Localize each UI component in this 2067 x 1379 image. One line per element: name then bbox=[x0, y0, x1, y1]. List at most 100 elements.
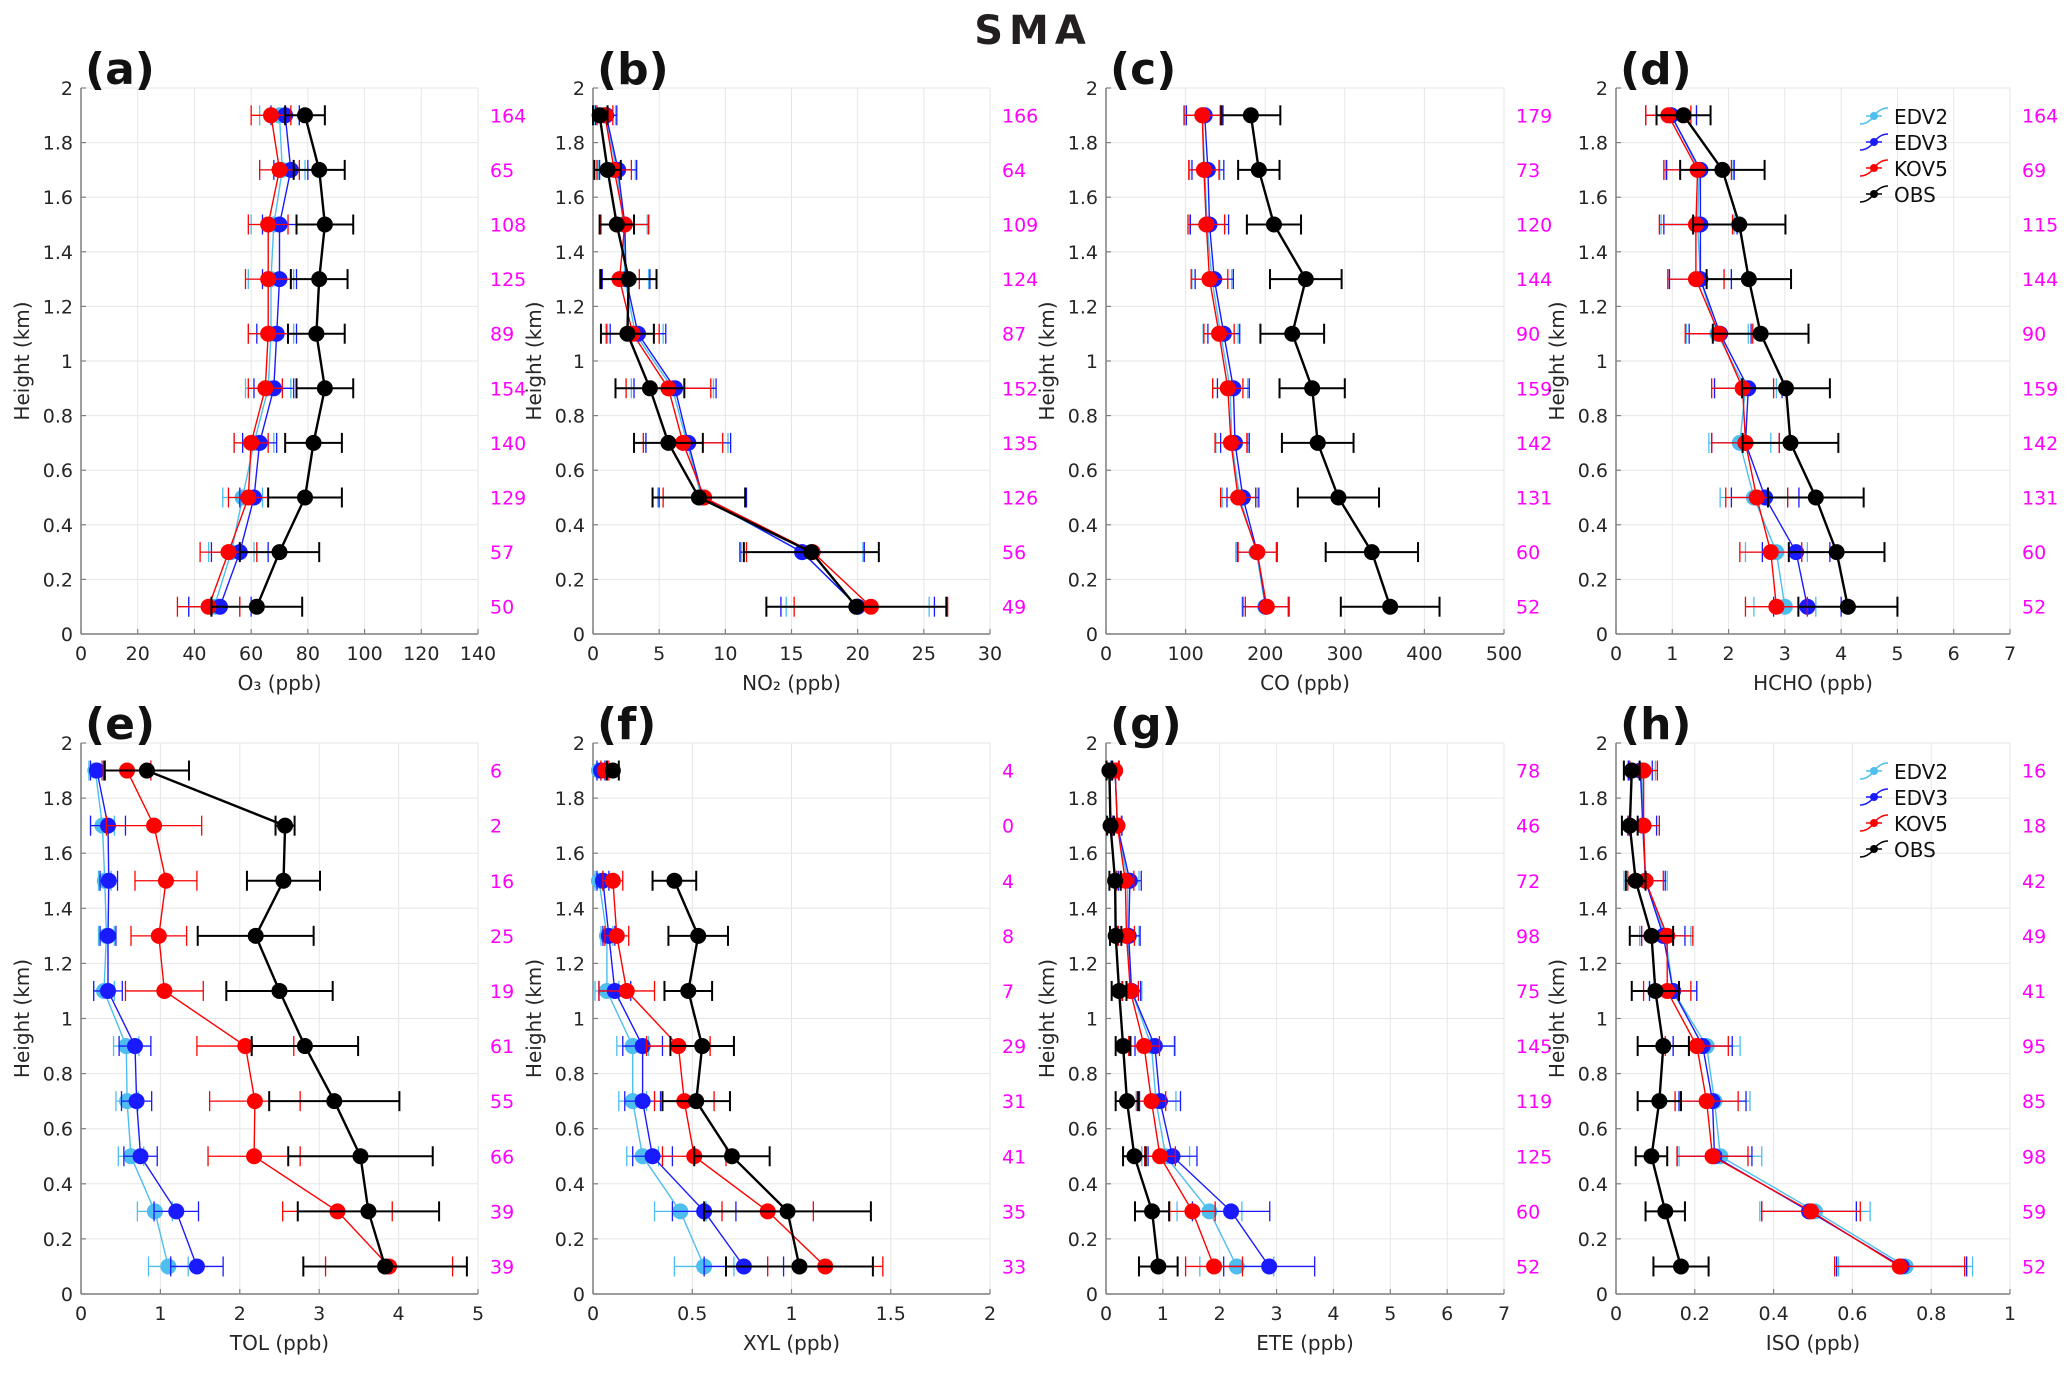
x-tick-label: 60 bbox=[239, 643, 263, 665]
data-point bbox=[1223, 1203, 1240, 1220]
data-point bbox=[1261, 1258, 1278, 1275]
data-point bbox=[1803, 1203, 1820, 1220]
x-tick-label: 3 bbox=[313, 1303, 325, 1325]
data-point bbox=[1211, 325, 1228, 342]
y-tick-label: 1.2 bbox=[1068, 296, 1098, 318]
x-tick-label: 1 bbox=[1157, 1303, 1169, 1325]
x-tick-label: 100 bbox=[346, 643, 382, 665]
data-point bbox=[644, 1148, 661, 1165]
sample-count: 159 bbox=[1516, 378, 1552, 400]
x-tick-label: 40 bbox=[182, 643, 206, 665]
x-tick-label: 0 bbox=[1610, 643, 1622, 665]
y-axis-label: Height (km) bbox=[522, 301, 546, 420]
sample-count: 64 bbox=[1002, 160, 1026, 182]
y-tick-label: 1.4 bbox=[555, 898, 585, 920]
data-point bbox=[1657, 1203, 1674, 1220]
sample-count: 56 bbox=[1002, 542, 1026, 564]
x-tick-label: 30 bbox=[978, 643, 1002, 665]
data-point bbox=[1309, 434, 1326, 451]
data-point bbox=[604, 872, 621, 889]
data-point bbox=[1643, 1148, 1660, 1165]
series-obs bbox=[210, 105, 355, 617]
sample-count: 41 bbox=[2022, 981, 2046, 1003]
data-point bbox=[1777, 380, 1794, 397]
data-point bbox=[1230, 489, 1247, 506]
sample-count: 78 bbox=[1516, 761, 1540, 783]
x-tick-label: 6 bbox=[1441, 1303, 1453, 1325]
sample-count: 72 bbox=[1516, 871, 1540, 893]
y-tick-label: 0.8 bbox=[1578, 406, 1608, 428]
data-point bbox=[1673, 1258, 1690, 1275]
sample-count: 119 bbox=[1516, 1091, 1552, 1113]
data-point bbox=[1828, 544, 1845, 561]
y-tick-label: 1.4 bbox=[1068, 242, 1098, 264]
data-point bbox=[138, 762, 155, 779]
data-point bbox=[1195, 161, 1212, 178]
panel-label: (f) bbox=[597, 699, 656, 750]
x-tick-label: 6 bbox=[1948, 643, 1960, 665]
x-tick-label: 5 bbox=[653, 643, 665, 665]
sample-count: 140 bbox=[490, 433, 526, 455]
y-tick-label: 0.2 bbox=[1578, 1229, 1608, 1251]
sample-count: 41 bbox=[1002, 1146, 1026, 1168]
panel-label: (g) bbox=[1110, 699, 1182, 750]
data-point bbox=[723, 1148, 740, 1165]
x-tick-label: 0.5 bbox=[677, 1303, 707, 1325]
x-axis-label: ISO (ppb) bbox=[1766, 1331, 1860, 1355]
legend-swatch-marker bbox=[1870, 112, 1878, 120]
sample-count: 69 bbox=[2022, 160, 2046, 182]
data-point bbox=[690, 489, 707, 506]
y-tick-label: 1 bbox=[573, 351, 585, 373]
data-point bbox=[168, 1203, 185, 1220]
figure-title: SMA bbox=[974, 8, 1092, 54]
panel-b: 0 5 10 15 20 25 30 0 0.2 0.4 0.6 0.8 1 1.2 1.4 1.6 1.8 2 N… bbox=[522, 44, 1038, 695]
x-tick-label: 4 bbox=[393, 1303, 405, 1325]
data-point bbox=[1111, 982, 1128, 999]
x-tick-label: 80 bbox=[296, 643, 320, 665]
y-tick-label: 2 bbox=[1596, 78, 1608, 100]
y-tick-label: 1.6 bbox=[43, 843, 73, 865]
sample-count: 115 bbox=[2022, 215, 2058, 237]
data-point bbox=[260, 271, 277, 288]
legend-label: OBS bbox=[1894, 183, 1936, 207]
data-point bbox=[150, 927, 167, 944]
data-point bbox=[1807, 489, 1824, 506]
data-point bbox=[311, 271, 328, 288]
data-point bbox=[1635, 817, 1652, 834]
data-point bbox=[360, 1203, 377, 1220]
data-point bbox=[1740, 271, 1757, 288]
sample-count: 16 bbox=[2022, 761, 2046, 783]
x-tick-label: 25 bbox=[912, 643, 936, 665]
data-point bbox=[791, 1258, 808, 1275]
x-tick-label: 0.4 bbox=[1758, 1303, 1788, 1325]
sample-count: 98 bbox=[1516, 926, 1540, 948]
y-tick-label: 0.8 bbox=[555, 1064, 585, 1086]
data-point bbox=[803, 544, 820, 561]
data-point bbox=[1752, 325, 1769, 342]
data-point bbox=[257, 380, 274, 397]
series-line bbox=[96, 770, 198, 1267]
sample-count: 125 bbox=[1516, 1146, 1552, 1168]
y-tick-label: 1.2 bbox=[555, 953, 585, 975]
data-point bbox=[680, 982, 697, 999]
data-point bbox=[220, 544, 237, 561]
sample-count: 60 bbox=[1516, 1201, 1540, 1223]
data-point bbox=[100, 872, 117, 889]
sample-count: 66 bbox=[490, 1146, 514, 1168]
data-point bbox=[1101, 762, 1118, 779]
y-tick-label: 1.6 bbox=[1068, 843, 1098, 865]
y-tick-label: 0.4 bbox=[1068, 515, 1098, 537]
x-tick-label: 0 bbox=[587, 643, 599, 665]
sample-count: 35 bbox=[1002, 1201, 1026, 1223]
y-tick-label: 0 bbox=[61, 1284, 73, 1306]
series-line bbox=[1108, 770, 1160, 1267]
y-tick-label: 0.6 bbox=[1068, 460, 1098, 482]
y-axis-label: Height (km) bbox=[1035, 301, 1059, 420]
sample-count: 25 bbox=[490, 926, 514, 948]
y-tick-label: 0.2 bbox=[1068, 569, 1098, 591]
sample-count: 152 bbox=[1002, 378, 1038, 400]
x-tick-label: 0 bbox=[1100, 643, 1112, 665]
data-point bbox=[308, 325, 325, 342]
sample-count: 87 bbox=[1002, 324, 1026, 346]
